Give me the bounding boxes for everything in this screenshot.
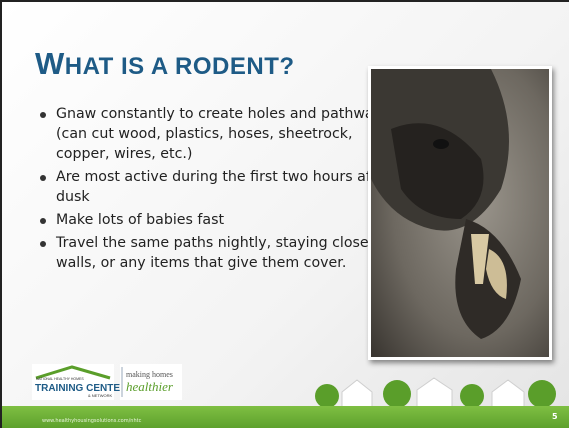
logo-main-text: TRAINING CENTER	[35, 383, 128, 394]
footer-url: www.healthyhousingsolutions.com/nhtc	[42, 418, 141, 424]
footer-band	[2, 406, 569, 428]
house-illustration	[302, 374, 569, 408]
logo-top-text: NATIONAL HEALTHY HOMES	[36, 377, 84, 381]
slide: WHAT IS A RODENT? Gnaw constantly to cre…	[0, 0, 569, 428]
bullet-list: Gnaw constantly to create holes and path…	[34, 104, 391, 276]
tagline-1: making homes	[126, 370, 173, 379]
page-number: 5	[552, 412, 558, 421]
rodent-photo	[368, 66, 552, 360]
bullet-item: Make lots of babies fast	[56, 210, 391, 230]
bullet-item: Travel the same paths nightly, staying c…	[56, 233, 391, 273]
slide-title: WHAT IS A RODENT?	[35, 46, 295, 82]
bullet-item: Are most active during the first two hou…	[56, 167, 391, 207]
footer-logos: NATIONAL HEALTHY HOMES TRAINING CENTER &…	[32, 364, 187, 402]
logo-bottom-text: & NETWORK	[88, 393, 113, 398]
tagline-2: healthier	[126, 379, 174, 394]
bullet-item: Gnaw constantly to create holes and path…	[56, 104, 391, 164]
